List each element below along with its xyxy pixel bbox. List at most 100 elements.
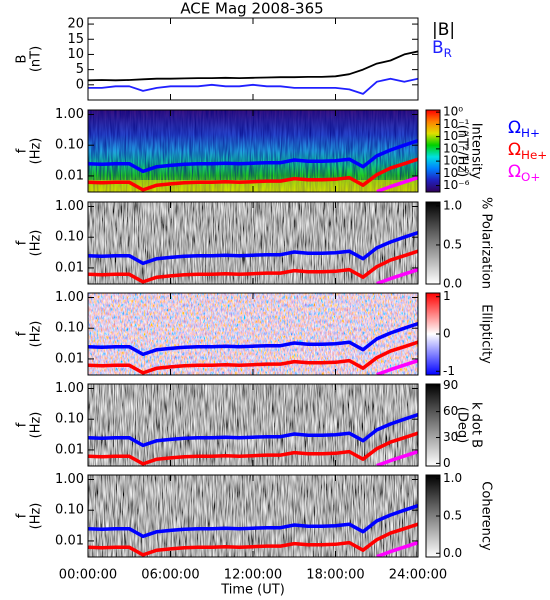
legend-label: ΩH+ [508, 118, 540, 140]
gyrofrequency-line [88, 413, 418, 448]
panel [88, 110, 418, 192]
gyrofrequency-line [88, 157, 418, 192]
legend-sub: O+ [521, 170, 540, 184]
y-tick-label: 0.01 [55, 442, 84, 457]
y-axis-label: f [15, 422, 30, 427]
y-tick-label: 1.00 [55, 107, 84, 122]
colorbar-tick-label: 0.0 [443, 546, 462, 560]
legend-sub: R [444, 46, 452, 60]
colorbar-tick-label: 10⁰ [443, 105, 463, 119]
panel [88, 202, 418, 284]
y-axis-label: f [15, 240, 30, 245]
x-tick-label: 18:00:00 [306, 568, 364, 583]
spectrogram [88, 202, 418, 284]
series-line [88, 50, 418, 82]
x-tick-label: 24:00:00 [389, 568, 447, 583]
y-axis-label: f [15, 148, 30, 153]
x-tick-label: 00:00:00 [59, 568, 117, 583]
panel [88, 50, 418, 95]
colorbar [425, 383, 441, 467]
spectrogram [88, 384, 418, 466]
colorbar-tick-label: 0.5 [443, 237, 462, 251]
colorbar-tick-label: 60 [443, 404, 458, 418]
chart-title: ACE Mag 2008-365 [180, 0, 323, 18]
colorbar-tick-label: 10⁻³ [443, 141, 470, 155]
legend-label: ΩHe+ [508, 140, 547, 162]
legend-label: |B| [432, 20, 455, 40]
colorbar-label: k dot B [469, 402, 484, 448]
panel [88, 293, 418, 375]
colorbar-tick-label: 1 [443, 289, 451, 303]
legend-name: |B| [432, 20, 455, 40]
gyrofrequency-line [88, 249, 418, 284]
legend-sub: He+ [521, 148, 547, 162]
colorbar [425, 109, 441, 193]
colorbar-tick-label: 10⁻⁴ [443, 154, 470, 168]
y-tick-label: 15 [67, 32, 84, 47]
y-tick-label: 0.10 [55, 412, 84, 427]
legend-label: ΩO+ [508, 162, 540, 184]
y-axis-unit: (Hz) [29, 230, 44, 257]
gyrofrequency-line [88, 504, 418, 539]
colorbar-unit: (Deg) [455, 407, 470, 443]
y-axis-unit: (nT) [29, 46, 44, 72]
gyrofrequency-line [376, 449, 418, 466]
colorbar-tick-label: -1 [443, 364, 455, 378]
legend-name: Ω [508, 162, 521, 182]
colorbar-unit: (nT²/Hz) [455, 125, 470, 178]
gyrofrequency-line [376, 267, 418, 284]
y-tick-label: 10 [67, 47, 84, 62]
gyrofrequency-line [88, 322, 418, 357]
y-axis-label: f [15, 513, 30, 518]
spectrogram-noise [88, 110, 418, 192]
colorbar-label: % Polarization [479, 197, 494, 289]
y-axis-label: f [15, 331, 30, 336]
gyrofrequency-line [88, 231, 418, 266]
y-tick-label: 0.10 [55, 503, 84, 518]
gyrofrequency-line [376, 540, 418, 557]
colorbar-tick-label: 10⁻² [443, 129, 470, 143]
gyrofrequency-line [88, 431, 418, 466]
y-axis-unit: (Hz) [29, 412, 44, 439]
series-line [88, 77, 418, 95]
y-axis-unit: (Hz) [29, 503, 44, 530]
colorbar-tick-label: 0 [443, 327, 451, 341]
y-tick-label: 0.01 [55, 168, 84, 183]
y-axis-label: B [15, 55, 30, 64]
colorbar-tick-label: 0.0 [443, 277, 462, 291]
y-tick-label: 5 [76, 62, 84, 77]
y-tick-label: 1.00 [55, 290, 84, 305]
gyrofrequency-line [376, 358, 418, 375]
colorbar-tick-label: 30 [443, 430, 458, 444]
colorbar-tick-label: 0 [443, 456, 451, 470]
legend-label: BR [432, 38, 452, 60]
colorbar-tick-label: 1.0 [443, 198, 462, 212]
colorbar-tick-label: 10⁻¹ [443, 117, 470, 131]
x-tick-label: 12:00:00 [224, 568, 282, 583]
legend-sub: H+ [521, 126, 540, 140]
colorbar-tick-label: 10⁻⁵ [443, 166, 470, 180]
legend-name: Ω [508, 140, 521, 160]
colorbar-label: Ellipticity [479, 304, 494, 364]
legend-name: B [432, 38, 444, 58]
gyrofrequency-line [376, 175, 418, 192]
y-tick-label: 0.01 [55, 260, 84, 275]
colorbar-label: Intensity [469, 123, 484, 180]
colorbar-tick-label: 10⁻⁶ [443, 178, 470, 192]
spectrogram [88, 475, 418, 557]
y-tick-label: 1.00 [55, 472, 84, 487]
y-axis-unit: (Hz) [29, 321, 44, 348]
spectrogram [88, 293, 418, 375]
y-tick-label: 0.10 [55, 138, 84, 153]
y-tick-label: 0.01 [55, 533, 84, 548]
gyrofrequency-line [88, 522, 418, 557]
colorbar [425, 201, 441, 285]
y-tick-label: 1.00 [55, 199, 84, 214]
panel [88, 384, 418, 466]
y-tick-label: 0.10 [55, 321, 84, 336]
plot-frame [87, 17, 419, 101]
panel [88, 475, 418, 557]
y-tick-label: 1.00 [55, 381, 84, 396]
x-tick-label: 06:00:00 [141, 568, 199, 583]
